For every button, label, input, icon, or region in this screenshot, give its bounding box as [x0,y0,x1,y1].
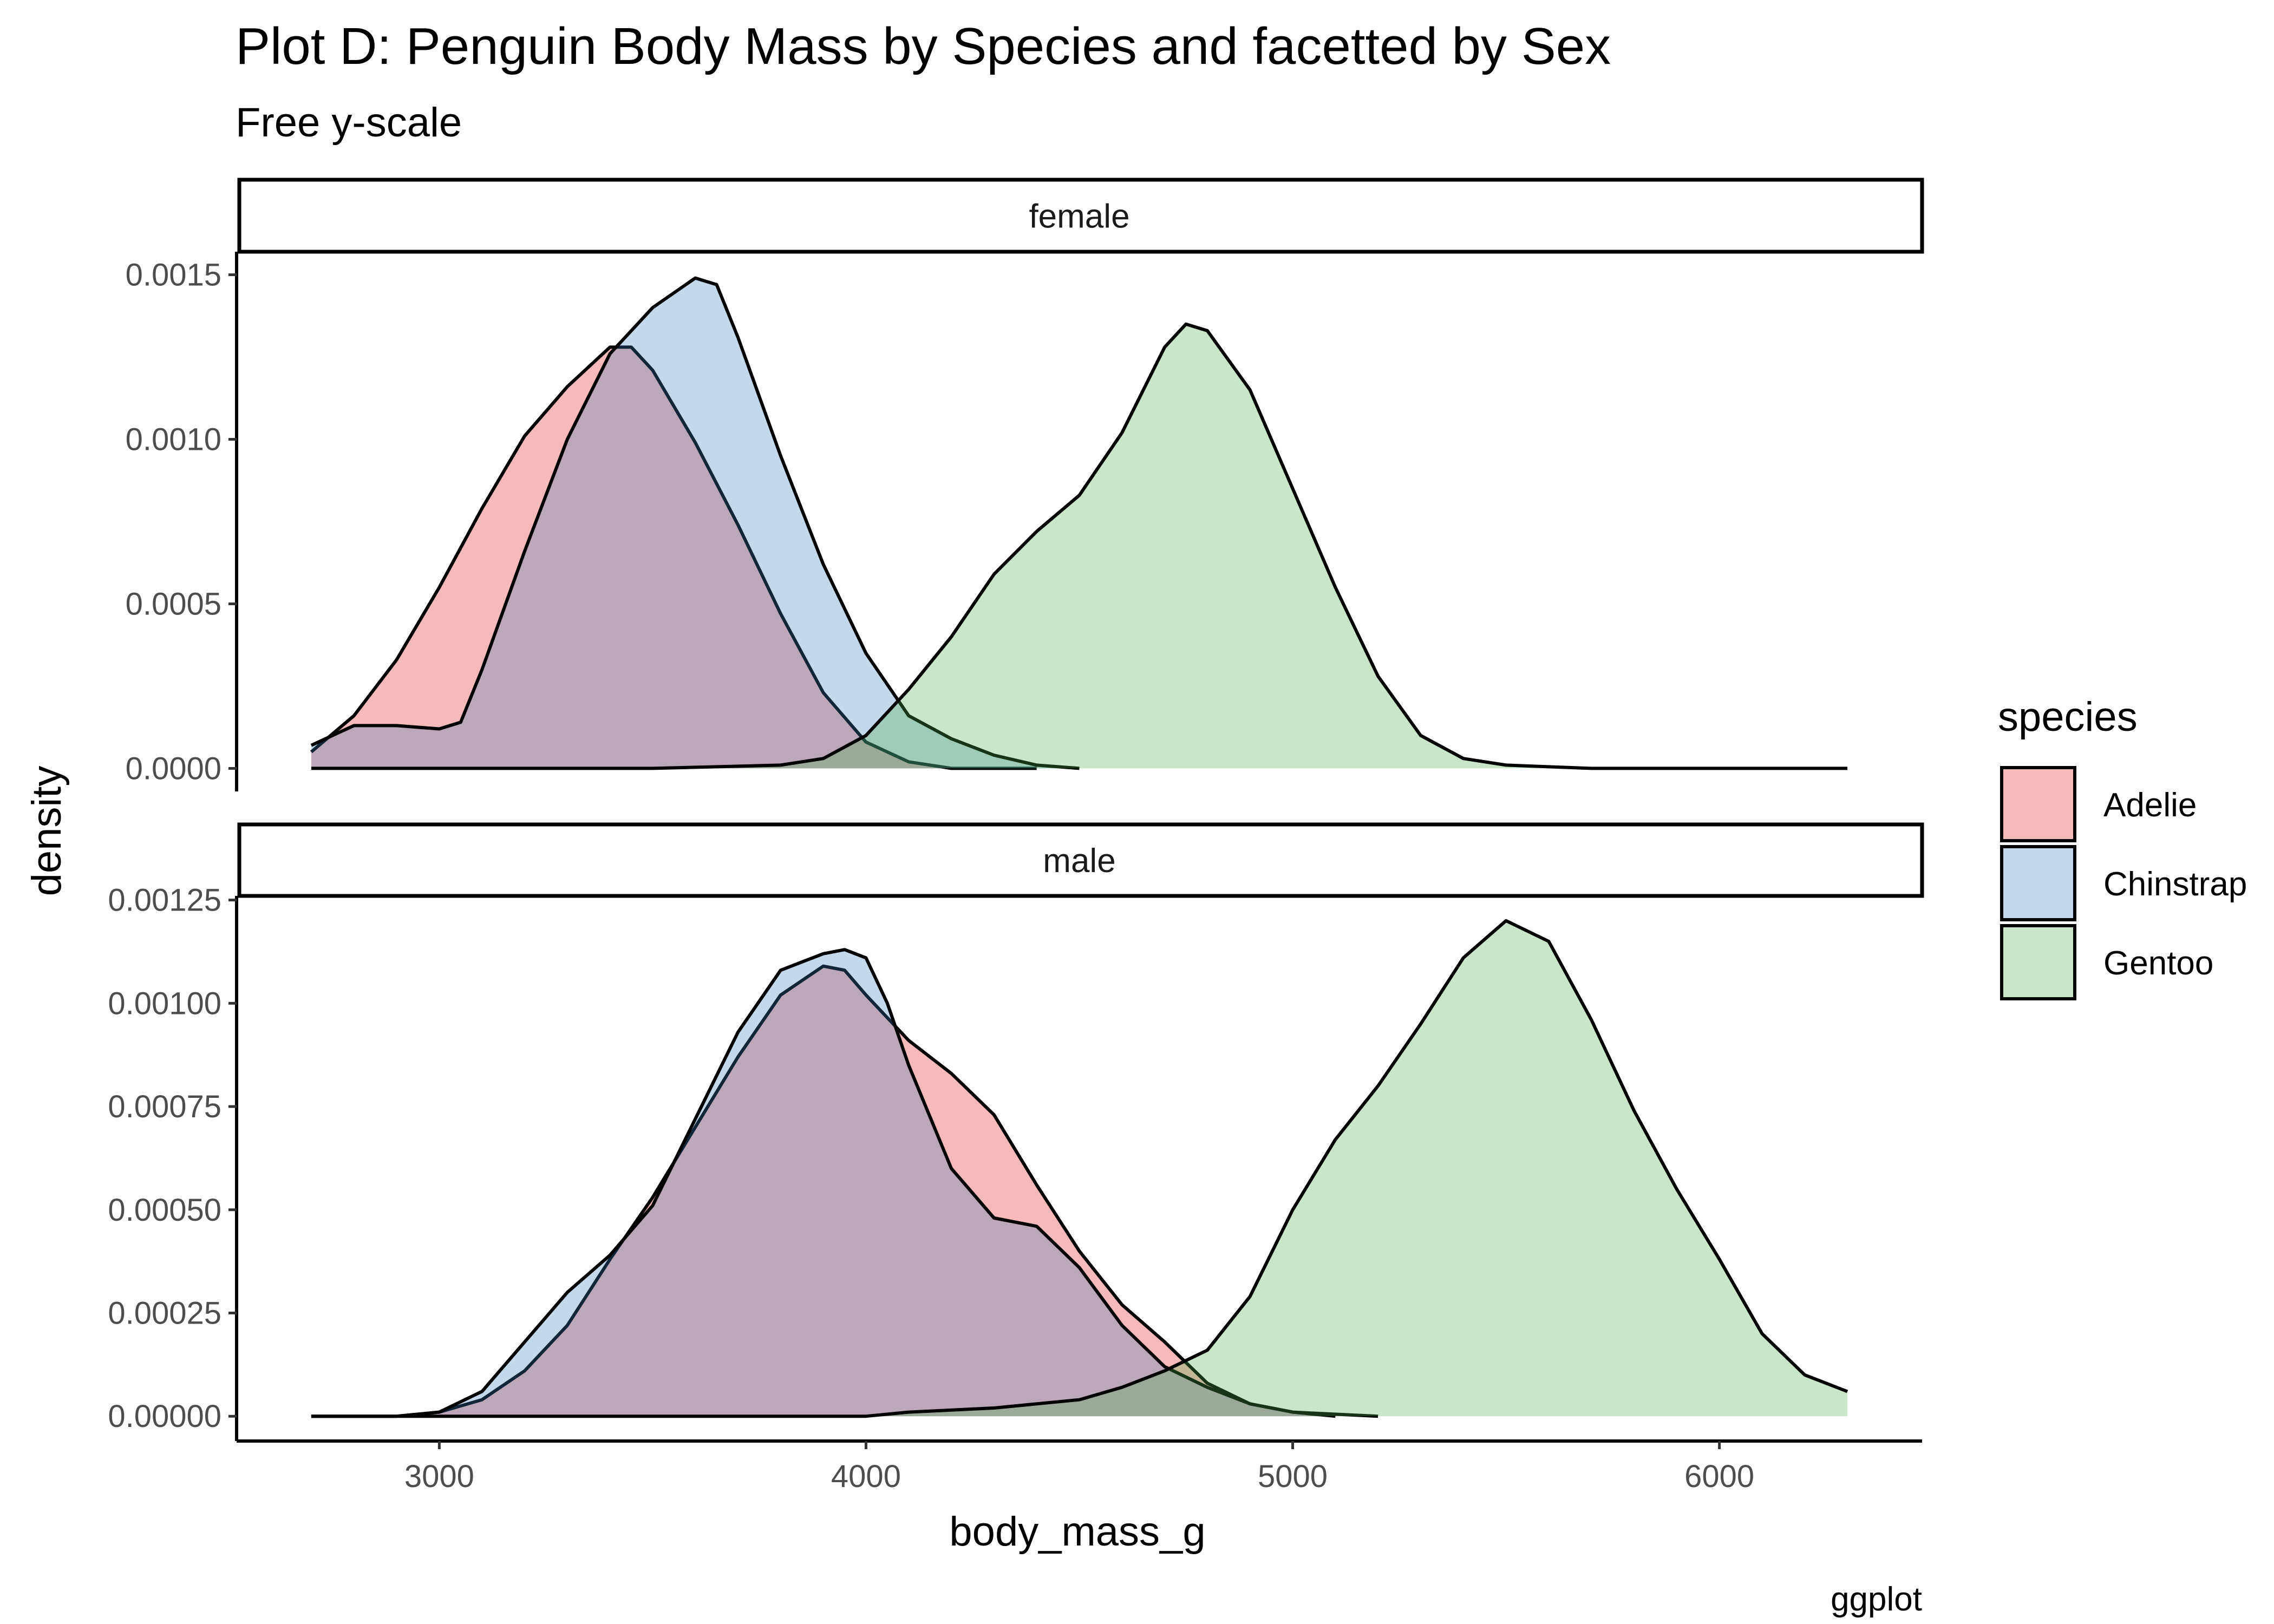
legend-key-bg [2002,847,2075,920]
legend-title: species [1998,694,2138,740]
x-tick-label: 4000 [831,1459,901,1494]
density-area-adelie-female [311,347,1037,769]
y-tick-label: 0.00100 [108,986,221,1021]
density-area-chinstrap-male [311,949,1336,1417]
legend-key-adelie [2000,766,2076,842]
density-line-chinstrap-male [311,948,1336,1418]
legend-label-adelie: Adelie [2103,787,2197,824]
facet-strip-label: male [1043,842,1115,880]
legend-key-chinstrap [2000,845,2076,921]
density-area-chinstrap-female [311,278,1080,769]
facet-strip-male [237,822,1924,898]
y-tick-label: 0.00050 [108,1193,221,1228]
density-line-gentoo-female [311,322,1848,770]
density-line-gentoo-male [311,919,1848,1418]
y-tick-label: 0.0015 [126,258,221,293]
x-tick-label: 6000 [1684,1459,1754,1494]
legend-key-gentoo [2000,924,2076,1000]
chart-caption: ggplot [1831,1581,1922,1618]
facet-strip-female [237,178,1924,254]
legend: species Adelie Chinstrap Gentoo [1998,694,2247,1000]
x-tick-label: 5000 [1258,1459,1328,1494]
density-area-adelie-male [311,966,1378,1417]
legend-key-bg [2002,768,2075,841]
density-area-gentoo-male [311,920,1848,1417]
x-axis: 3000 4000 5000 6000 [237,1439,1922,1494]
density-line-adelie-male [311,964,1378,1418]
density-area-gentoo-female [311,324,1848,769]
y-tick-label: 0.00000 [108,1399,221,1434]
x-tick-label: 3000 [404,1459,474,1494]
chart-title: Plot D: Penguin Body Mass by Species and… [236,17,1611,75]
y-tick-label: 0.0010 [126,422,221,457]
chart-subtitle: Free y-scale [236,100,462,146]
facet-panel-female: female 0.0000 0.0005 0.0010 0.0015 [126,178,1924,791]
legend-label-chinstrap: Chinstrap [2103,866,2247,903]
density-line-adelie-female [310,345,1037,770]
facet-panels: female 0.0000 0.0005 0.0010 0.0015 male 0.0000… [108,178,1924,1441]
y-tick-label: 0.00125 [108,883,221,918]
y-tick-label: 0.00075 [108,1089,221,1124]
facet-panel-male: male 0.00000 0.00025 0.00050 0.00075 0.00100 0… [108,822,1924,1441]
y-tick-label: 0.0000 [126,751,221,786]
legend-label-gentoo: Gentoo [2103,945,2213,982]
y-tick-label: 0.00025 [108,1296,221,1331]
facet-strip-label: female [1029,198,1129,235]
y-axis-title: density [24,766,70,896]
density-line-chinstrap-female [310,276,1080,770]
legend-key-bg [2002,926,2075,999]
y-tick-label: 0.0005 [126,586,221,621]
x-axis-title: body_mass_g [949,1509,1205,1555]
